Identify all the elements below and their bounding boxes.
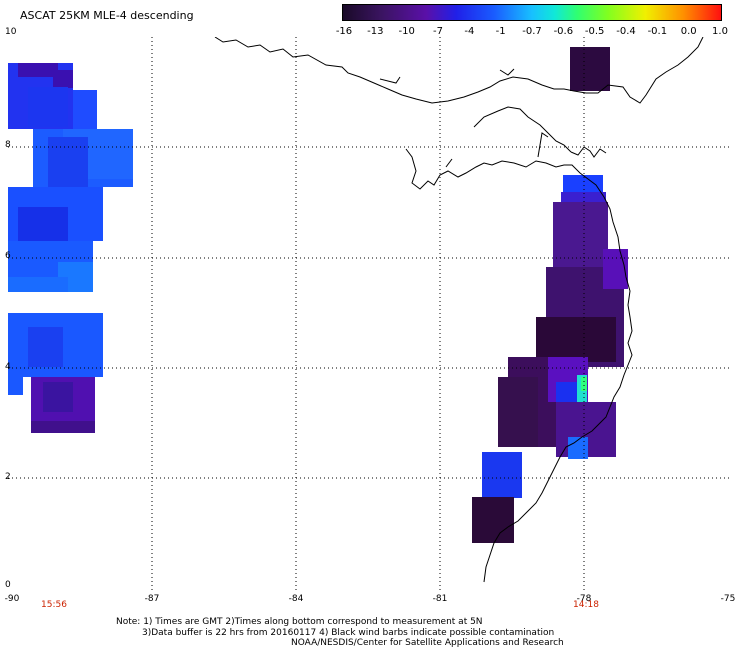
graticule — [8, 37, 730, 592]
colorbar-label: -4 — [464, 26, 475, 37]
colorbar-label: -1 — [495, 26, 506, 37]
y-tick-2: 2 — [5, 472, 11, 482]
x-tick--78: -78 — [576, 594, 592, 604]
time-right: 14:18 — [573, 600, 599, 610]
colorbar-label: -0.6 — [553, 26, 574, 37]
y-tick-8: 8 — [5, 140, 11, 150]
colorbar-label: -7 — [433, 26, 443, 37]
y-tick-4: 4 — [5, 362, 11, 372]
note-line-2: 3)Data buffer is 22 hrs from 20160117 4)… — [142, 627, 555, 638]
y-tick-6: 6 — [5, 251, 11, 261]
swath-left — [8, 63, 133, 433]
note-line-3: NOAA/NESDIS/Center for Satellite Applica… — [291, 638, 564, 648]
note-line-1: Note: 1) Times are GMT 2)Times along bot… — [116, 617, 483, 627]
colorbar-label: -13 — [367, 26, 384, 37]
colorbar-label: -0.4 — [616, 26, 636, 37]
colorbar-label: -0.7 — [522, 26, 542, 37]
color-scale-bar — [342, 4, 722, 21]
colorbar-label: -0.1 — [647, 26, 668, 37]
map-title: ASCAT 25KM MLE-4 descending — [20, 9, 194, 22]
coastline — [214, 37, 704, 583]
x-tick--84: -84 — [288, 594, 304, 604]
map-canvas — [8, 37, 730, 592]
footnotes: Note: 1) Times are GMT 2)Times along bot… — [116, 617, 564, 649]
y-tick-10: 10 — [5, 27, 17, 37]
x-tick--81: -81 — [432, 594, 448, 604]
x-tick--90: -90 — [4, 594, 20, 604]
x-tick--75: -75 — [720, 594, 736, 604]
y-tick-0: 0 — [5, 580, 11, 590]
x-tick--87: -87 — [144, 594, 160, 604]
map-plot-area — [8, 37, 730, 592]
swath-right — [472, 47, 628, 543]
colorbar-label: -16 — [335, 26, 353, 37]
time-left: 15:56 — [41, 600, 67, 610]
colorbar-label: 0.0 — [680, 26, 697, 37]
colorbar-label: -10 — [398, 26, 415, 37]
colorbar-label: -0.5 — [584, 26, 605, 37]
colorbar-label: 1.0 — [712, 26, 728, 37]
